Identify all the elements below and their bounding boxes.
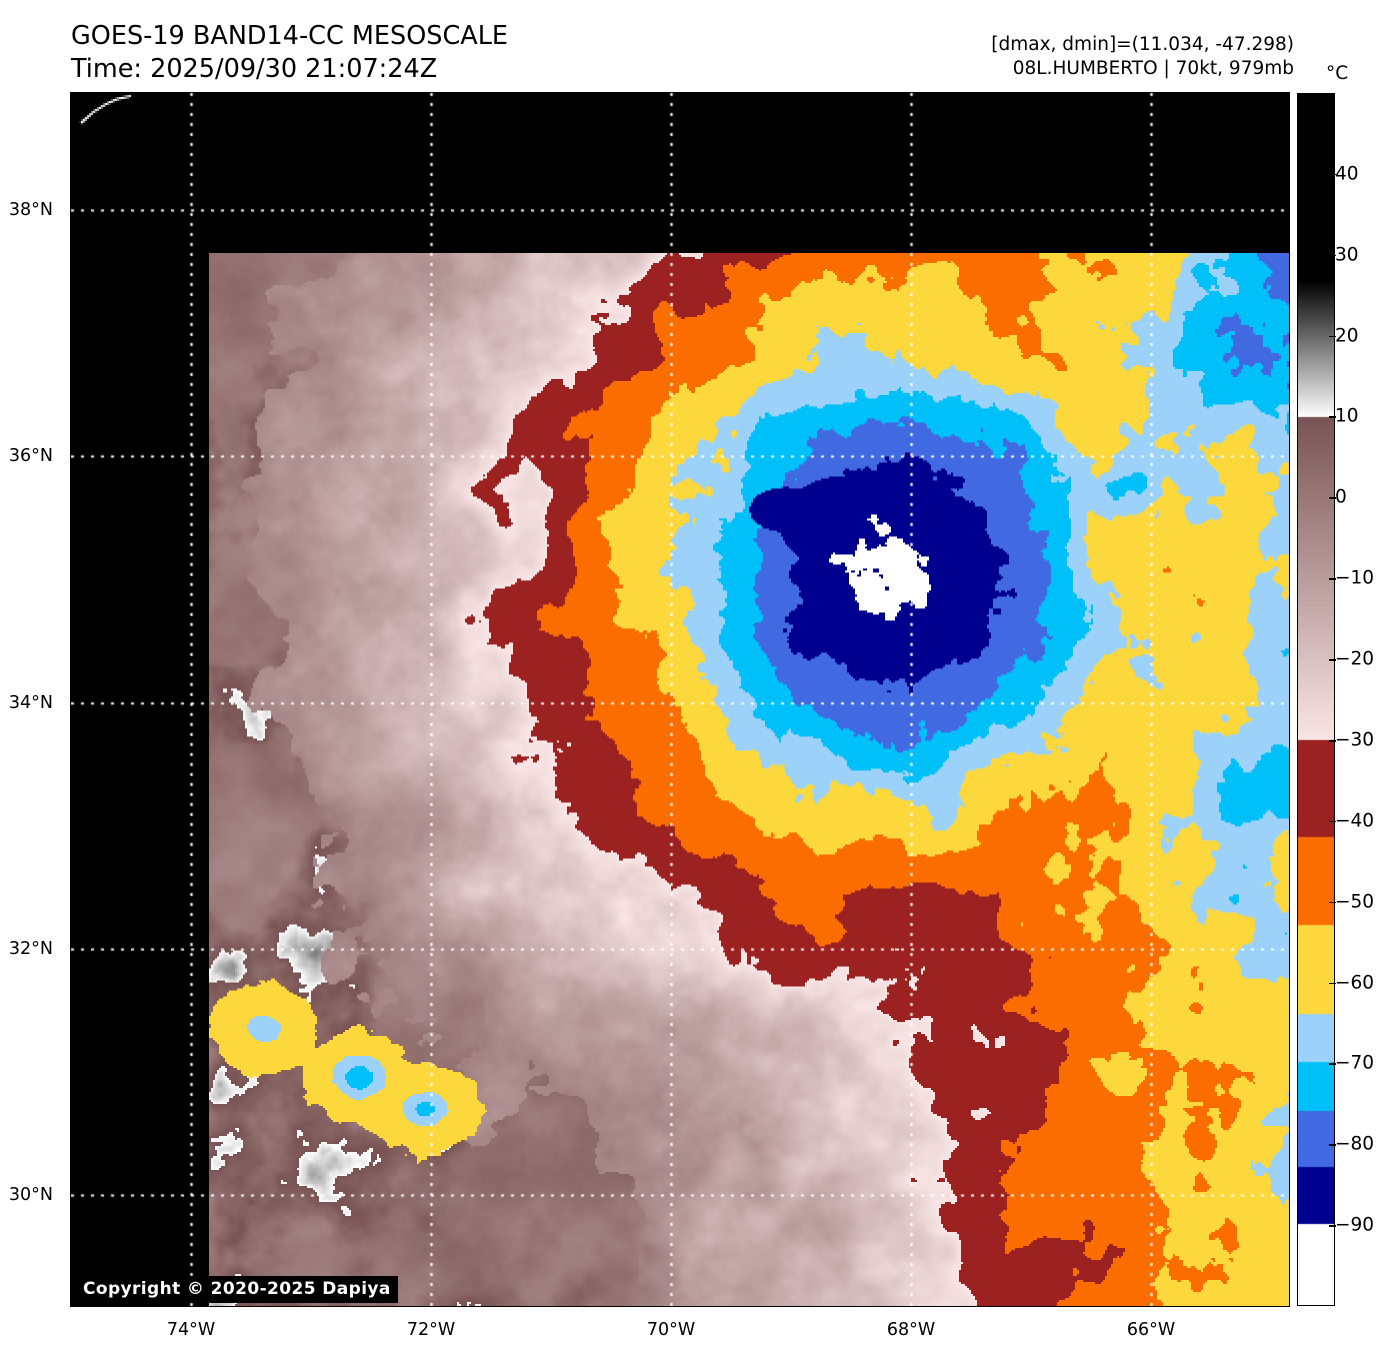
colorbar-tick-label: 0 bbox=[1335, 486, 1347, 508]
page-title: GOES-19 BAND14-CC MESOSCALE bbox=[71, 21, 509, 51]
y-axis-tick-label: 30°N bbox=[8, 1185, 53, 1206]
x-axis-tick-label: 66°W bbox=[1126, 1320, 1176, 1340]
satellite-map-plot[interactable]: Copyright © 2020-2025 Dapiya bbox=[71, 93, 1289, 1306]
header-right: [dmax, dmin]=(11.034, -47.298) 08L.HUMBE… bbox=[991, 33, 1294, 81]
colorbar-tick-label: −30 bbox=[1335, 729, 1375, 751]
header-left: GOES-19 BAND14-CC MESOSCALE Time: 2025/0… bbox=[71, 20, 508, 86]
colorbar-tick-label: −60 bbox=[1335, 972, 1375, 994]
colorbar-tick-label: 10 bbox=[1335, 405, 1359, 427]
colorbar-tick-label: −50 bbox=[1335, 891, 1375, 913]
colorbar-gradient bbox=[1298, 94, 1334, 1305]
y-axis-tick-label: 38°N bbox=[8, 199, 53, 220]
colorbar-tick-label: −40 bbox=[1335, 810, 1375, 832]
x-axis-tick-label: 68°W bbox=[886, 1320, 936, 1340]
colorbar-tick-label: 20 bbox=[1335, 325, 1359, 347]
y-axis-tick-label: 34°N bbox=[8, 692, 53, 713]
colorbar[interactable] bbox=[1297, 93, 1335, 1306]
colorbar-tick-label: 30 bbox=[1335, 244, 1359, 266]
y-axis-labels: 30°N 32°N 34°N 36°N 38°N bbox=[0, 93, 62, 1306]
colorbar-tick-label: −10 bbox=[1335, 567, 1375, 589]
colorbar-tick-label: −70 bbox=[1335, 1052, 1375, 1074]
colorbar-tick-label: −20 bbox=[1335, 648, 1375, 670]
x-axis-tick-label: 70°W bbox=[646, 1320, 696, 1340]
colorbar-tick-label: −80 bbox=[1335, 1133, 1375, 1155]
satellite-imagery-canvas bbox=[71, 93, 1289, 1306]
y-axis-tick-label: 36°N bbox=[8, 446, 53, 467]
data-minmax-label: [dmax, dmin]=(11.034, -47.298) bbox=[991, 34, 1294, 55]
colorbar-tick-label: 40 bbox=[1335, 163, 1359, 185]
copyright-badge: Copyright © 2020-2025 Dapiya bbox=[76, 1276, 398, 1303]
colorbar-tick-label: −90 bbox=[1335, 1214, 1375, 1236]
colorbar-unit-label: °C bbox=[1326, 63, 1349, 84]
x-axis-tick-label: 74°W bbox=[166, 1320, 216, 1340]
storm-info-label: 08L.HUMBERTO | 70kt, 979mb bbox=[1012, 58, 1294, 80]
timestamp-label: Time: 2025/09/30 21:07:24Z bbox=[71, 54, 438, 85]
y-axis-tick-label: 32°N bbox=[8, 938, 53, 959]
x-axis-labels: 74°W 72°W 70°W 68°W 66°W bbox=[71, 1316, 1289, 1346]
x-axis-tick-label: 72°W bbox=[406, 1320, 456, 1340]
